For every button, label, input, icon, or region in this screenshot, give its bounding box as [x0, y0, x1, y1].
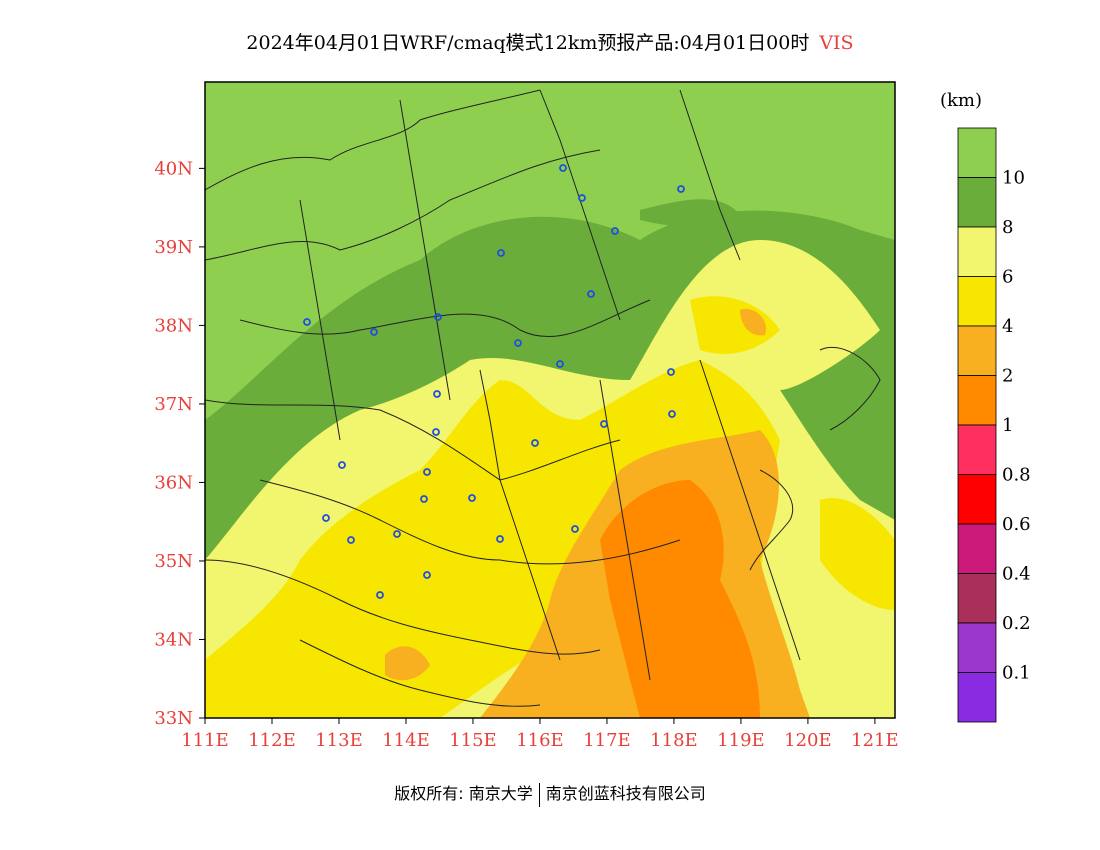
footer-copyright: 版权所有: 南京大学 [394, 784, 533, 803]
city-marker [376, 591, 384, 599]
lat-label: 36N [154, 472, 193, 493]
lon-label: 117E [583, 730, 631, 751]
colorbar-label: 10 [1002, 168, 1025, 189]
city-marker [611, 227, 619, 235]
city-marker [587, 290, 595, 298]
colorbar-label: 0.2 [1002, 613, 1031, 634]
city-marker [514, 339, 522, 347]
colorbar-label: 0.8 [1002, 465, 1031, 486]
colorbar-swatch [957, 622, 997, 673]
city-marker [571, 525, 579, 533]
colorbar-label: 8 [1002, 217, 1013, 238]
lat-label: 40N [154, 158, 193, 179]
lon-label: 114E [382, 730, 430, 751]
colorbar-unit: (km) [940, 90, 983, 111]
colorbar-label: 0.6 [1002, 514, 1031, 535]
lon-label: 120E [784, 730, 832, 751]
colorbar-swatch [957, 573, 997, 624]
lon-label: 116E [516, 730, 564, 751]
city-marker [433, 390, 441, 398]
lat-label: 35N [154, 551, 193, 572]
city-markers [303, 164, 685, 599]
city-marker [370, 328, 378, 336]
colorbar-swatch [957, 226, 997, 277]
lat-label: 34N [154, 629, 193, 650]
lat-label: 37N [154, 394, 193, 415]
colorbar-swatch [957, 177, 997, 228]
lon-label: 118E [650, 730, 698, 751]
colorbar-swatch [957, 276, 997, 327]
visibility-field [205, 82, 895, 718]
colorbar-swatch [957, 375, 997, 426]
colorbar-label: 4 [1002, 316, 1013, 337]
boundary-lines [205, 89, 881, 707]
city-marker [496, 535, 504, 543]
city-marker [578, 194, 586, 202]
colorbar-swatch [957, 672, 997, 723]
colorbar-label: 6 [1002, 267, 1013, 288]
lon-label: 112E [248, 730, 296, 751]
colorbar: 10 8 6 4 2 1 0.8 0.6 0.4 0.2 0.1 [957, 127, 1031, 723]
footer: 版权所有: 南京大学 南京创蓝科技有限公司 [0, 780, 1100, 807]
lon-label: 111E [181, 730, 229, 751]
city-marker [468, 494, 476, 502]
footer-company: 南京创蓝科技有限公司 [545, 784, 706, 803]
lon-label: 121E [851, 730, 899, 751]
lon-label: 113E [315, 730, 363, 751]
city-marker [303, 318, 311, 326]
title-variable: VIS [819, 32, 854, 54]
city-marker [432, 428, 440, 436]
city-marker [667, 368, 675, 376]
lat-label: 33N [154, 708, 193, 729]
lat-label: 39N [154, 237, 193, 258]
longitude-axis: 111E 112E 113E 114E 115E 116E 117E 118E 119E 120E… [181, 718, 899, 751]
city-marker [556, 360, 564, 368]
footer-separator [538, 782, 540, 807]
lon-label: 115E [449, 730, 497, 751]
colorbar-swatch [957, 474, 997, 525]
colorbar-label: 1 [1002, 415, 1013, 436]
city-marker [322, 514, 330, 522]
colorbar-label: 2 [1002, 366, 1013, 387]
city-marker [420, 495, 428, 503]
city-marker [677, 185, 685, 193]
lat-label: 38N [154, 315, 193, 336]
colorbar-swatch [957, 523, 997, 574]
colorbar-swatch [957, 325, 997, 376]
colorbar-label: 0.1 [1002, 663, 1031, 684]
city-marker [531, 439, 539, 447]
city-marker [338, 461, 346, 469]
colorbar-swatch [957, 424, 997, 475]
colorbar-label: 0.4 [1002, 564, 1031, 585]
city-marker [393, 530, 401, 538]
city-marker [600, 420, 608, 428]
city-marker [434, 313, 442, 321]
colorbar-swatch [957, 127, 997, 178]
latitude-axis: 40N 39N 38N 37N 36N 35N 34N 33N [154, 158, 205, 729]
city-marker [497, 249, 505, 257]
title-main: 2024年04月01日WRF/cmaq模式12km预报产品:04月01日00时 [246, 32, 810, 54]
city-marker [423, 468, 431, 476]
map-frame [204, 81, 896, 719]
city-marker [559, 164, 567, 172]
lon-label: 119E [717, 730, 765, 751]
chart-title: 2024年04月01日WRF/cmaq模式12km预报产品:04月01日00时 V… [0, 28, 1100, 55]
city-marker [668, 410, 676, 418]
city-marker [423, 571, 431, 579]
city-marker [347, 536, 355, 544]
